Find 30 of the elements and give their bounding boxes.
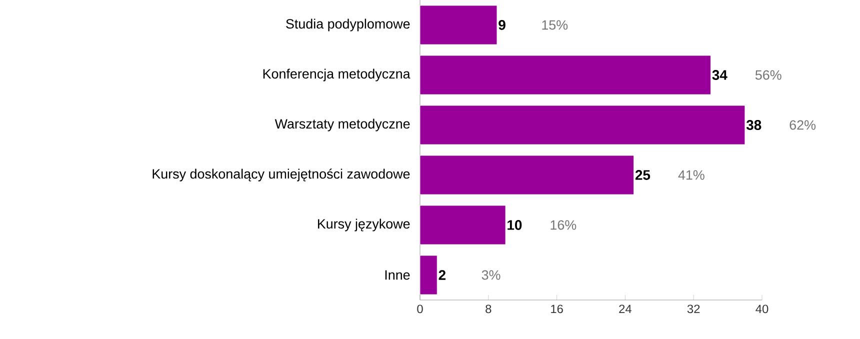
bar xyxy=(420,5,498,45)
y-tick-label: Konferencja metodyczna xyxy=(263,68,410,82)
x-tick-label: 40 xyxy=(756,304,768,314)
y-tick-label: Inne xyxy=(385,270,410,280)
bar xyxy=(420,205,506,245)
bar xyxy=(420,55,711,95)
text: 62% xyxy=(790,120,816,130)
bar xyxy=(420,105,746,145)
y-tick-label: Kursy doskonalący umiejętności zawodowe xyxy=(152,168,410,182)
x-tick-label: 32 xyxy=(687,304,700,314)
bar xyxy=(420,255,438,295)
annotation: 3% xyxy=(482,270,500,280)
x-tick-label: 16 xyxy=(551,304,563,314)
annotation: 56% xyxy=(755,70,782,80)
y-tick-label: Studia podyplomowe xyxy=(286,18,410,32)
data-label: 10 xyxy=(508,220,522,230)
y-tick-label: Kursy językowe xyxy=(318,218,410,232)
data-label: 9 xyxy=(498,20,506,30)
y-tick-label: Warsztaty metodyczne xyxy=(274,118,410,132)
data-label: 25 xyxy=(635,170,650,180)
annotation: 15% xyxy=(542,20,568,30)
annotation: 16% xyxy=(550,220,576,230)
x-tick-label: 8 xyxy=(486,304,492,314)
annotation: 41% xyxy=(678,170,704,180)
x-tick-label: 0 xyxy=(417,304,423,314)
bar xyxy=(420,155,634,195)
data-label: 34 xyxy=(712,70,728,80)
data-label: 2 xyxy=(438,270,446,280)
data-label: 38 xyxy=(746,120,762,130)
x-tick-label: 24 xyxy=(619,304,632,314)
